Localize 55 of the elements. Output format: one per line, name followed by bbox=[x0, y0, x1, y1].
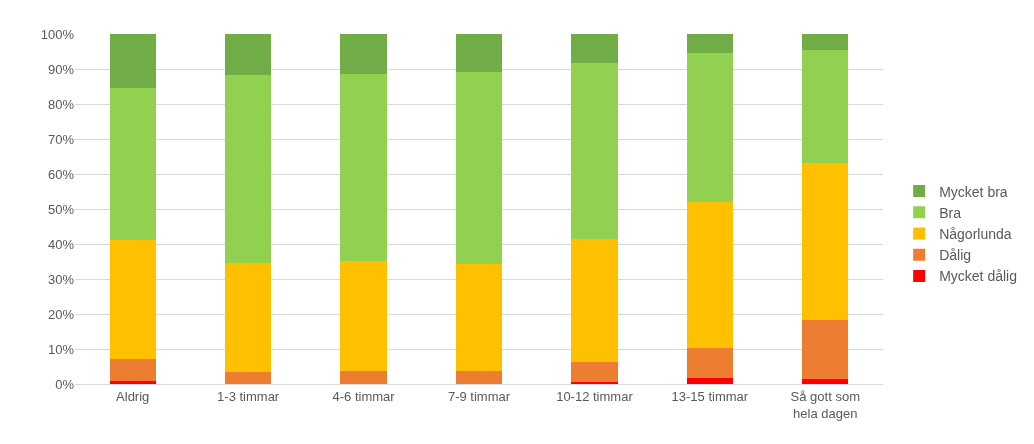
bar bbox=[455, 264, 503, 372]
bar bbox=[571, 62, 618, 239]
bar bbox=[686, 378, 733, 384]
bar bbox=[802, 49, 849, 164]
y-tick-label: 100% bbox=[40, 26, 75, 42]
legend-label: Mycket bra bbox=[939, 183, 1008, 200]
y-tick-label: 10% bbox=[47, 341, 75, 357]
bar bbox=[571, 381, 618, 384]
bar bbox=[109, 381, 156, 384]
y-tick-label: 30% bbox=[47, 271, 75, 287]
bar bbox=[455, 34, 503, 72]
bar bbox=[109, 239, 156, 359]
bar bbox=[571, 238, 618, 362]
bar bbox=[802, 320, 849, 380]
bar bbox=[571, 361, 618, 382]
legend-label: Dålig bbox=[939, 247, 972, 264]
legend-label: Mycket dålig bbox=[939, 268, 1017, 285]
y-tick-label: 0% bbox=[55, 376, 75, 392]
x-tick-label: Aldrig bbox=[116, 388, 150, 404]
bar bbox=[340, 34, 387, 74]
bar bbox=[802, 163, 849, 321]
legend-label: Någorlunda bbox=[939, 225, 1012, 242]
bar bbox=[109, 34, 156, 88]
y-tick-label: 90% bbox=[47, 61, 75, 77]
bar bbox=[571, 34, 618, 63]
y-tick-label: 40% bbox=[47, 236, 75, 252]
bar bbox=[686, 34, 733, 53]
bar bbox=[109, 358, 156, 382]
legend-label: Bra bbox=[939, 204, 962, 221]
y-tick-label: 70% bbox=[47, 131, 75, 147]
bar bbox=[686, 52, 733, 202]
bar bbox=[802, 34, 849, 50]
bar bbox=[225, 34, 272, 75]
bar bbox=[686, 347, 733, 379]
bar bbox=[340, 261, 387, 372]
bar bbox=[802, 379, 849, 384]
bar bbox=[455, 71, 503, 265]
bar bbox=[340, 73, 387, 262]
bar bbox=[340, 371, 387, 384]
y-tick-label: 80% bbox=[47, 96, 75, 112]
y-tick-label: 20% bbox=[47, 306, 75, 322]
y-tick-label: 60% bbox=[47, 166, 75, 182]
bar bbox=[686, 201, 733, 348]
y-tick-label: 50% bbox=[47, 201, 75, 217]
bar bbox=[225, 372, 272, 384]
bar bbox=[225, 74, 272, 263]
bar bbox=[225, 262, 272, 373]
x-tick-label: 13-15 timmar bbox=[671, 388, 749, 404]
x-tick-label: 4-6 timmar bbox=[332, 388, 396, 404]
bar bbox=[109, 87, 156, 240]
x-tick-label: Så gott som hela dagen bbox=[790, 388, 860, 421]
x-tick-label: 10-12 timmar bbox=[556, 388, 634, 404]
bar bbox=[455, 371, 503, 384]
x-tick-label: 1-3 timmar bbox=[217, 388, 280, 404]
x-tick-label: 7-9 timmar bbox=[447, 388, 511, 404]
